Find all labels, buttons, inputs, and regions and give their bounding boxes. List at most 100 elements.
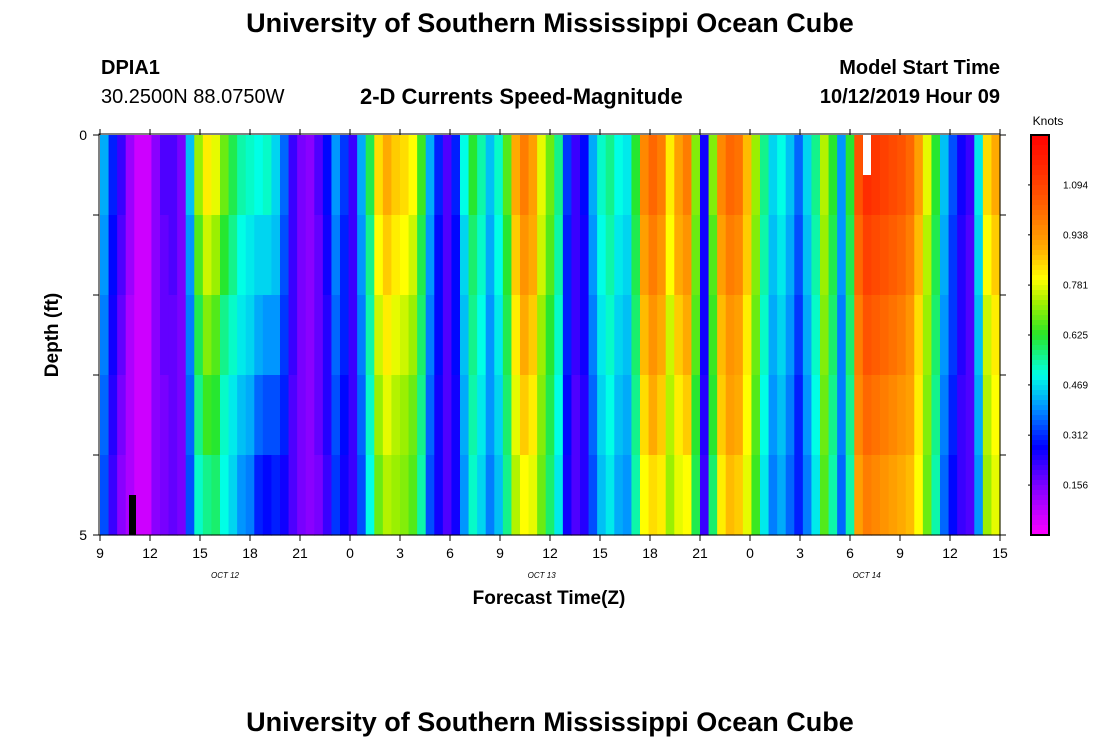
heatmap-cell	[442, 295, 453, 376]
heatmap-cell	[168, 135, 178, 216]
colorbar-tick-label: 1.094	[1063, 180, 1088, 191]
heatmap-cell	[425, 135, 435, 216]
heatmap-cell	[794, 375, 804, 456]
heatmap-cell	[340, 295, 350, 376]
heatmap-cell	[820, 295, 830, 376]
heatmap-cell	[888, 375, 898, 456]
date-label: OCT 14	[853, 571, 882, 580]
heatmap-cell	[562, 295, 573, 376]
x-tick-label: 12	[542, 545, 558, 561]
heatmap-cell	[340, 215, 350, 296]
heatmap-cell	[545, 375, 555, 456]
colorbar-swatch	[1031, 515, 1049, 521]
heatmap-cell	[254, 215, 264, 296]
heatmap-cell	[528, 215, 538, 296]
heatmap-cell	[520, 455, 530, 536]
heatmap-cell	[742, 295, 753, 376]
heatmap-cell	[691, 375, 701, 456]
heatmap-cell	[811, 455, 821, 536]
heatmap-cell	[657, 455, 667, 536]
heatmap-cell	[417, 455, 427, 536]
heatmap-cell	[417, 215, 427, 296]
heatmap-cell	[468, 375, 478, 456]
heatmap-cell	[400, 215, 410, 296]
heatmap-cell	[700, 135, 710, 216]
heatmap-cell	[657, 135, 667, 216]
heatmap-cell	[614, 375, 624, 456]
heatmap-cell	[262, 135, 273, 216]
heatmap-cell	[502, 455, 513, 536]
heatmap-cell	[905, 295, 915, 376]
heatmap-cell	[477, 215, 487, 296]
heatmap-cell	[202, 295, 213, 376]
heatmap-cell	[922, 455, 933, 536]
heatmap-cell	[734, 455, 744, 536]
heatmap-cell	[297, 135, 307, 216]
footer-title: University of Southern Mississippi Ocean…	[246, 707, 854, 737]
heatmap-cell	[280, 215, 290, 296]
heatmap-cell	[931, 215, 941, 296]
heatmap-cell	[262, 295, 273, 376]
heatmap-cell	[571, 295, 581, 376]
heatmap-cell	[802, 215, 813, 296]
heatmap-cell	[965, 455, 975, 536]
heatmap-cell	[862, 375, 873, 456]
heatmap-cell	[588, 375, 598, 456]
heatmap-cell	[305, 295, 315, 376]
heatmap-cell	[151, 455, 161, 536]
heatmap-cell	[862, 135, 873, 216]
colorbar-swatch	[1031, 360, 1049, 366]
heatmap-cell	[160, 455, 170, 536]
heatmap-cell	[340, 375, 350, 456]
heatmap-cell	[485, 215, 495, 296]
heatmap-cell	[434, 135, 444, 216]
chart-subtitle: 2-D Currents Speed-Magnitude	[360, 84, 683, 109]
heatmap-cell	[391, 135, 401, 216]
axes: 9 12 15 18 21 0 3 6 9 12 15 18 21 0 3 6 9 12 15 OCT 12 OCT 1…	[79, 127, 1008, 580]
heatmap-cell	[777, 295, 787, 376]
heatmap-cell	[271, 295, 281, 376]
heatmap-cell	[845, 135, 855, 216]
x-tick-label: 18	[642, 545, 658, 561]
colorbar-tick-label: 0.469	[1063, 380, 1088, 391]
heatmap-cell	[785, 135, 795, 216]
heatmap-cell	[734, 295, 744, 376]
heatmap-cell	[880, 215, 890, 296]
heatmap-cell	[897, 135, 907, 216]
heatmap-cell	[674, 455, 684, 536]
heatmap-cell	[322, 455, 333, 536]
heatmap-cell	[931, 455, 941, 536]
heatmap-cell	[648, 375, 658, 456]
heatmap-cell	[237, 375, 247, 456]
heatmap-cell	[777, 455, 787, 536]
heatmap-cell	[494, 455, 504, 536]
missing-data-marker	[863, 135, 871, 175]
colorbar-swatch	[1031, 395, 1049, 401]
heatmap-cell	[571, 455, 581, 536]
heatmap-cell	[580, 455, 590, 536]
heatmap-cell	[142, 455, 153, 536]
model-start-label: Model Start Time	[839, 57, 1000, 79]
heatmap-cell	[717, 215, 727, 296]
heatmap-cell	[957, 375, 967, 456]
heatmap-cell	[965, 375, 975, 456]
heatmap-cell	[828, 375, 838, 456]
x-tick-label: 15	[592, 545, 608, 561]
heatmap-cell	[554, 295, 564, 376]
heatmap-cell	[314, 215, 324, 296]
heatmap-cell	[331, 455, 341, 536]
heatmap-cell	[957, 135, 967, 216]
heatmap-cell	[160, 295, 170, 376]
heatmap-cell	[665, 295, 675, 376]
heatmap-cell	[297, 295, 307, 376]
heatmap-cell	[408, 375, 418, 456]
heatmap-cell	[820, 135, 830, 216]
heatmap-cell	[425, 215, 435, 296]
heatmap-cell	[922, 375, 933, 456]
heatmap-cell	[905, 455, 915, 536]
heatmap-cell	[640, 135, 650, 216]
x-tick-label: 15	[192, 545, 208, 561]
colorbar-swatch	[1031, 170, 1049, 176]
heatmap-cell	[168, 455, 178, 536]
heatmap-cell	[965, 135, 975, 216]
